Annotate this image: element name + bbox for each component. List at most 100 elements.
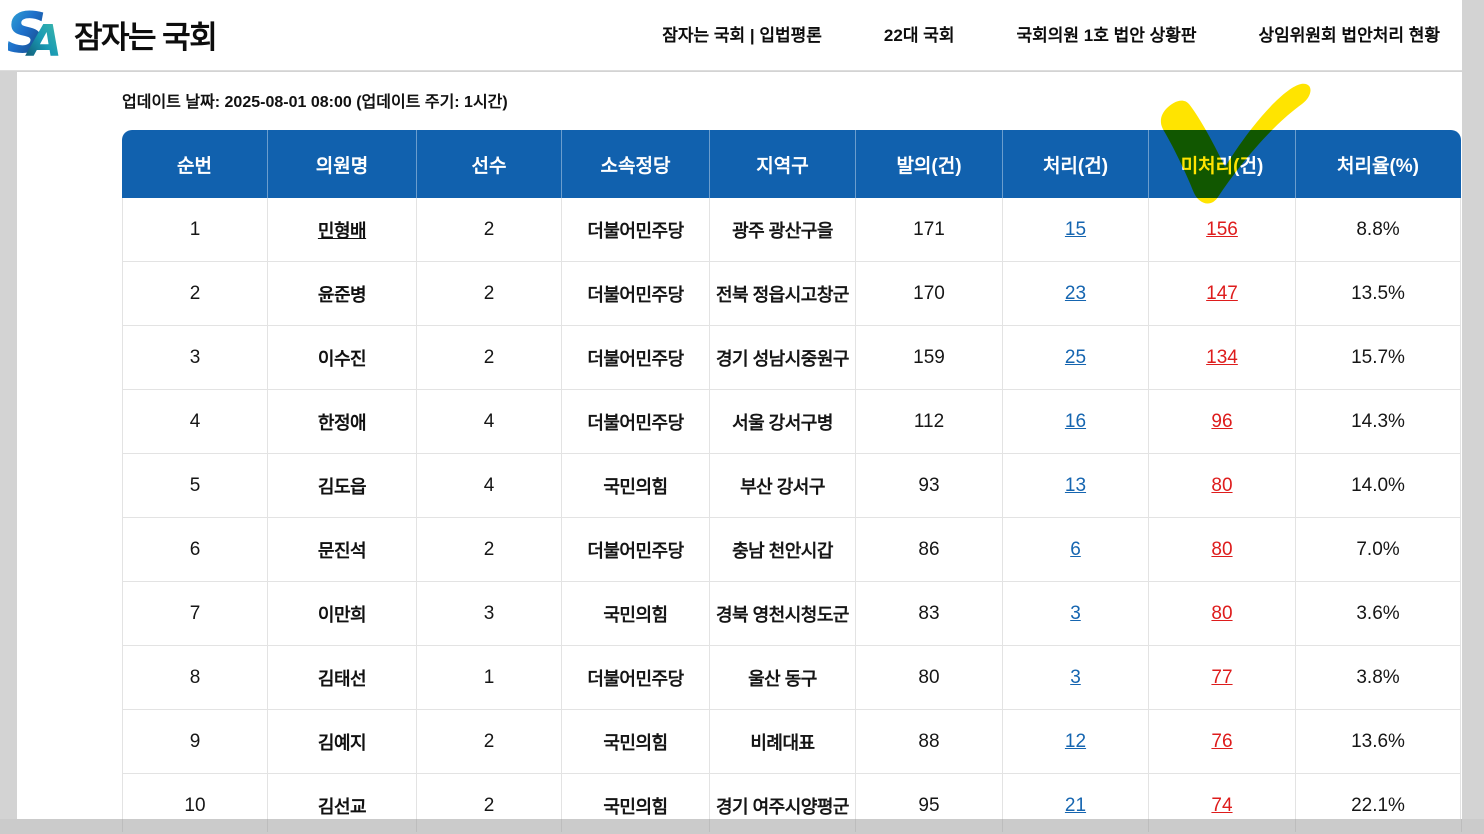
cell-rank: 6 (123, 518, 268, 581)
cell-rank: 9 (123, 710, 268, 773)
member-name-link[interactable]: 한정애 (317, 412, 367, 433)
col-header-processed: 처리(건) (1002, 130, 1148, 198)
horizontal-scrollbar[interactable] (0, 819, 1484, 834)
cell-rank: 10 (123, 774, 268, 819)
unprocessed-count-link[interactable]: 77 (1211, 666, 1233, 688)
sa-logo-icon: S A (8, 4, 62, 62)
col-header-terms: 선수 (416, 130, 561, 198)
cell-rate: 13.5% (1351, 282, 1405, 304)
cell-district: 서울 강서구병 (710, 390, 856, 453)
unprocessed-count-link[interactable]: 80 (1211, 538, 1233, 560)
col-header-rate: 처리율(%) (1295, 130, 1460, 198)
member-name-link[interactable]: 김예지 (317, 732, 367, 753)
cell-proposed: 170 (856, 262, 1003, 325)
nav-item-review[interactable]: 잠자는 국회 | 입법평론 (662, 26, 822, 45)
cell-proposed: 171 (856, 198, 1003, 261)
processed-count-link[interactable]: 25 (1064, 346, 1087, 368)
table-row: 6 문진석 2 더불어민주당 충남 천안시갑 86 6 80 7.0% (123, 518, 1460, 582)
cell-party: 국민의힘 (562, 774, 710, 819)
cell-rate: 3.8% (1356, 666, 1400, 688)
cell-proposed: 80 (856, 646, 1003, 709)
cell-party: 더불어민주당 (562, 390, 710, 453)
cell-terms: 2 (417, 326, 562, 389)
cell-rank: 3 (123, 326, 268, 389)
cell-terms: 4 (417, 390, 562, 453)
cell-district: 경북 영천시청도군 (710, 582, 856, 645)
table-row: 7 이만희 3 국민의힘 경북 영천시청도군 83 3 80 3.6% (123, 582, 1460, 646)
unprocessed-count-link[interactable]: 156 (1206, 218, 1238, 240)
cell-party: 더불어민주당 (562, 262, 710, 325)
table-row: 10 김선교 2 국민의힘 경기 여주시양평군 95 21 74 22.1% (123, 774, 1460, 819)
cell-rate: 13.6% (1351, 730, 1405, 752)
unprocessed-count-link[interactable]: 80 (1211, 602, 1233, 624)
cell-proposed: 93 (856, 454, 1003, 517)
member-name-link[interactable]: 윤준병 (317, 284, 367, 305)
cell-rank: 8 (123, 646, 268, 709)
cell-rate: 8.8% (1356, 218, 1400, 240)
cell-rank: 1 (123, 198, 268, 261)
member-name-link[interactable]: 이만희 (317, 604, 367, 625)
unprocessed-count-link[interactable]: 74 (1211, 794, 1233, 816)
top-header-bar: S A 잠자는 국회 잠자는 국회 | 입법평론 22대 국회 국회의원 1호 … (0, 0, 1462, 71)
right-scroll-gutter[interactable] (1462, 0, 1484, 834)
cell-district: 경기 여주시양평군 (710, 774, 856, 819)
cell-rank: 4 (123, 390, 268, 453)
unprocessed-count-link[interactable]: 134 (1206, 346, 1238, 368)
cell-proposed: 95 (856, 774, 1003, 819)
member-name-link[interactable]: 김도읍 (317, 476, 367, 497)
table-row: 1 민형배 2 더불어민주당 광주 광산구을 171 15 156 8.8% (123, 198, 1460, 262)
processed-count-link[interactable]: 13 (1064, 474, 1087, 496)
cell-district: 경기 성남시중원구 (710, 326, 856, 389)
unprocessed-count-link[interactable]: 80 (1211, 474, 1233, 496)
cell-party: 더불어민주당 (562, 518, 710, 581)
cell-rate: 7.0% (1356, 538, 1400, 560)
cell-rate: 15.7% (1351, 346, 1405, 368)
unprocessed-count-link[interactable]: 147 (1206, 282, 1238, 304)
processed-count-link[interactable]: 3 (1070, 602, 1081, 624)
cell-proposed: 112 (856, 390, 1003, 453)
table-body: 1 민형배 2 더불어민주당 광주 광산구을 171 15 156 8.8% 2… (122, 198, 1461, 819)
col-header-proposed: 발의(건) (855, 130, 1002, 198)
member-name-link[interactable]: 이수진 (317, 348, 367, 369)
unprocessed-count-link[interactable]: 76 (1211, 730, 1233, 752)
unprocessed-count-link[interactable]: 96 (1211, 410, 1233, 432)
member-name-link[interactable]: 민형배 (317, 220, 367, 241)
member-name-link[interactable]: 문진석 (317, 540, 367, 561)
content-panel: 업데이트 날짜: 2025-08-01 08:00 (업데이트 주기: 1시간)… (17, 72, 1462, 819)
col-header-unprocessed: 미처리(건) (1148, 130, 1295, 198)
member-name-link[interactable]: 김태선 (317, 668, 367, 689)
cell-terms: 4 (417, 454, 562, 517)
processed-count-link[interactable]: 12 (1064, 730, 1087, 752)
table-row: 8 김태선 1 더불어민주당 울산 동구 80 3 77 3.8% (123, 646, 1460, 710)
member-name-link[interactable]: 김선교 (317, 796, 367, 817)
lawmaker-table: 순번 의원명 선수 소속정당 지역구 발의(건) 처리(건) 미처리(건) 처리… (122, 130, 1461, 819)
table-header-row: 순번 의원명 선수 소속정당 지역구 발의(건) 처리(건) 미처리(건) 처리… (122, 130, 1461, 198)
cell-party: 국민의힘 (562, 454, 710, 517)
cell-rate: 14.3% (1351, 410, 1405, 432)
processed-count-link[interactable]: 6 (1070, 538, 1081, 560)
processed-count-link[interactable]: 16 (1064, 410, 1087, 432)
cell-district: 광주 광산구을 (710, 198, 856, 261)
table-row: 5 김도읍 4 국민의힘 부산 강서구 93 13 80 14.0% (123, 454, 1460, 518)
nav-item-committee[interactable]: 상임위원회 법안처리 현황 (1258, 26, 1441, 45)
col-header-rank: 순번 (177, 155, 212, 177)
processed-count-link[interactable]: 23 (1064, 282, 1087, 304)
cell-rate: 14.0% (1351, 474, 1405, 496)
cell-proposed: 88 (856, 710, 1003, 773)
processed-count-link[interactable]: 21 (1064, 794, 1087, 816)
cell-party: 더불어민주당 (562, 198, 710, 261)
cell-district: 울산 동구 (710, 646, 856, 709)
nav-item-first-bill[interactable]: 국회의원 1호 법안 상황판 (1016, 26, 1197, 45)
col-header-party: 소속정당 (561, 130, 709, 198)
cell-party: 더불어민주당 (562, 326, 710, 389)
nav-item-assembly22[interactable]: 22대 국회 (883, 26, 955, 45)
cell-terms: 3 (417, 582, 562, 645)
table-row: 9 김예지 2 국민의힘 비례대표 88 12 76 13.6% (123, 710, 1460, 774)
processed-count-link[interactable]: 15 (1064, 218, 1087, 240)
site-logo[interactable]: S A 잠자는 국회 (8, 3, 218, 63)
cell-party: 국민의힘 (562, 710, 710, 773)
processed-count-link[interactable]: 3 (1070, 666, 1081, 688)
cell-district: 전북 정읍시고창군 (710, 262, 856, 325)
cell-rank: 5 (123, 454, 268, 517)
cell-rank: 2 (123, 262, 268, 325)
